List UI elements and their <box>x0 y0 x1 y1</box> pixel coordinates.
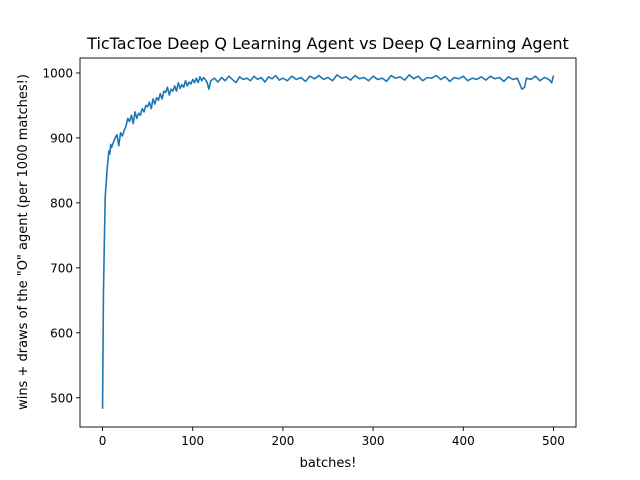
chart-title: TicTacToe Deep Q Learning Agent vs Deep … <box>86 34 569 53</box>
x-tick-label: 0 <box>99 434 107 448</box>
x-tick-label: 200 <box>271 434 294 448</box>
plot-area <box>79 57 577 428</box>
y-axis: 500 600 700 800 900 1000 <box>42 66 80 405</box>
x-axis: 0 100 200 300 400 500 <box>99 427 565 448</box>
x-tick-label: 100 <box>181 434 204 448</box>
y-tick-label: 800 <box>50 196 73 210</box>
series-line <box>101 74 555 409</box>
y-tick-label: 900 <box>50 131 73 145</box>
x-tick-label: 300 <box>362 434 385 448</box>
x-axis-label: batches! <box>300 456 357 471</box>
y-tick-label: 1000 <box>42 66 73 80</box>
x-tick-label: 400 <box>452 434 475 448</box>
y-tick-label: 700 <box>50 261 73 275</box>
x-tick-label: 500 <box>542 434 565 448</box>
y-tick-label: 600 <box>50 326 73 340</box>
plot-frame <box>79 57 577 428</box>
y-axis-label: wins + draws of the "O" agent (per 1000 … <box>16 74 31 410</box>
y-tick-label: 500 <box>50 391 73 405</box>
